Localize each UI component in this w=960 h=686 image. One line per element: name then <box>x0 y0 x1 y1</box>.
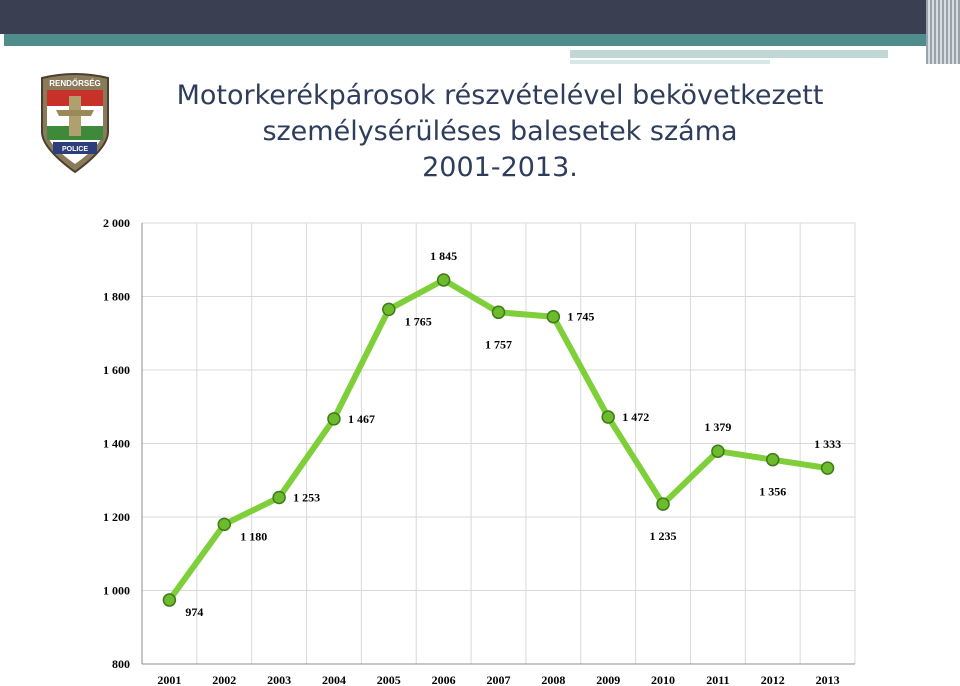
header-bar <box>0 0 960 64</box>
data-point-marker <box>436 273 451 287</box>
data-label: 1 757 <box>485 337 512 351</box>
header-teal-band <box>4 34 960 46</box>
x-tick-label: 2011 <box>706 673 729 686</box>
header-stripes <box>926 0 960 64</box>
x-tick-label: 2010 <box>651 673 675 686</box>
header-light-band-2 <box>570 60 770 64</box>
header-dark-band <box>0 0 960 34</box>
y-tick-label: 1 400 <box>103 437 130 451</box>
data-point-marker <box>546 309 561 324</box>
data-point-marker <box>656 497 670 511</box>
series-line-layer <box>166 276 831 604</box>
data-point-marker <box>272 490 286 505</box>
x-tick-label: 2004 <box>322 673 346 686</box>
y-tick-label: 800 <box>112 657 130 671</box>
y-tick-label: 1 600 <box>103 363 130 377</box>
data-label: 1 180 <box>240 529 267 543</box>
y-tick-label: 2 000 <box>103 216 130 230</box>
x-tick-label: 2001 <box>157 673 181 686</box>
x-tick-label: 2002 <box>212 673 236 686</box>
title-line-2: személysérüléses balesetek száma <box>262 116 738 147</box>
x-tick-label: 2012 <box>761 673 785 686</box>
x-tick-label: 2007 <box>487 673 511 686</box>
data-label: 1 253 <box>293 491 320 505</box>
data-point-marker <box>601 410 615 424</box>
data-point-marker <box>327 412 341 426</box>
data-point-marker <box>162 593 177 607</box>
data-point-marker <box>491 305 506 320</box>
header-light-band <box>570 50 888 58</box>
data-label: 974 <box>185 605 203 619</box>
series-line <box>166 276 831 604</box>
data-label: 1 356 <box>759 485 786 499</box>
x-tick-label: 2013 <box>816 673 840 686</box>
x-tick-label: 2006 <box>432 673 456 686</box>
data-label: 1 333 <box>814 437 841 451</box>
data-label-layer: 974 1 180 1 253 1 467 1 765 1 845 1 757 1 745 1 … <box>185 249 841 619</box>
y-tick-label: 1 000 <box>103 584 130 598</box>
y-tick-label: 1 800 <box>103 290 130 304</box>
marker-layer <box>162 273 835 607</box>
police-badge-logo: RENDŐRSÉG POLICE <box>36 70 114 174</box>
data-point-marker <box>382 302 396 317</box>
title-line-1: Motorkerékpárosok részvételével bekövetk… <box>176 80 824 111</box>
logo-bottom-text: POLICE <box>62 146 88 153</box>
slide-title: Motorkerékpárosok részvételével bekövetk… <box>150 78 850 186</box>
data-label: 1 235 <box>650 529 677 543</box>
data-label: 1 467 <box>348 412 375 426</box>
data-label: 1 845 <box>430 249 457 263</box>
data-point-marker <box>765 452 780 467</box>
data-point-marker <box>711 444 725 458</box>
data-point-marker <box>820 461 835 475</box>
data-label: 1 379 <box>704 420 731 434</box>
y-tick-label: 1 200 <box>103 510 130 524</box>
data-label: 1 472 <box>622 410 649 424</box>
data-point-marker <box>217 517 232 532</box>
x-tick-label: 2005 <box>377 673 401 686</box>
x-tick-label: 2009 <box>596 673 620 686</box>
data-label: 1 765 <box>405 314 432 328</box>
data-label: 1 745 <box>567 310 594 324</box>
x-tick-label: 2008 <box>541 673 565 686</box>
line-chart: 800 1 000 1 200 1 400 1 600 1 800 2 000 2001 200… <box>103 216 856 686</box>
axis-layer: 800 1 000 1 200 1 400 1 600 1 800 2 000 2001 200… <box>103 216 855 686</box>
logo-top-text: RENDŐRSÉG <box>49 79 101 88</box>
grid-layer <box>141 222 856 665</box>
title-line-3: 2001-2013. <box>422 152 578 183</box>
x-tick-label: 2003 <box>267 673 291 686</box>
